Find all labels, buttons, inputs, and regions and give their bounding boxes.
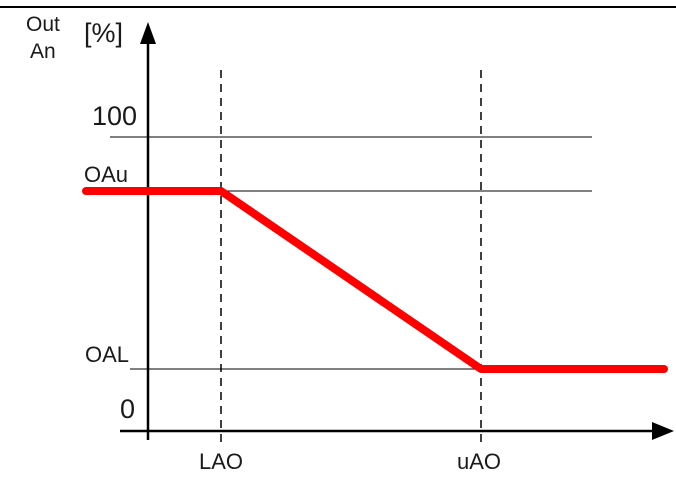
x-label-lao: LAO — [199, 449, 243, 474]
y-axis-label-line2: An — [30, 40, 56, 63]
y-label-oau: OAu — [84, 162, 128, 187]
y-axis-arrowhead — [140, 22, 156, 44]
x-axis-arrowhead — [652, 422, 674, 440]
y-label-oal: OAL — [85, 342, 129, 367]
y-axis-label-line1: Out — [26, 13, 60, 36]
output-curve — [82, 187, 668, 373]
x-label-uao: uAO — [457, 449, 501, 474]
y-axis-unit-label: [%] — [84, 18, 123, 48]
y-label-100: 100 — [92, 101, 137, 131]
y-label-zero: 0 — [120, 394, 135, 424]
